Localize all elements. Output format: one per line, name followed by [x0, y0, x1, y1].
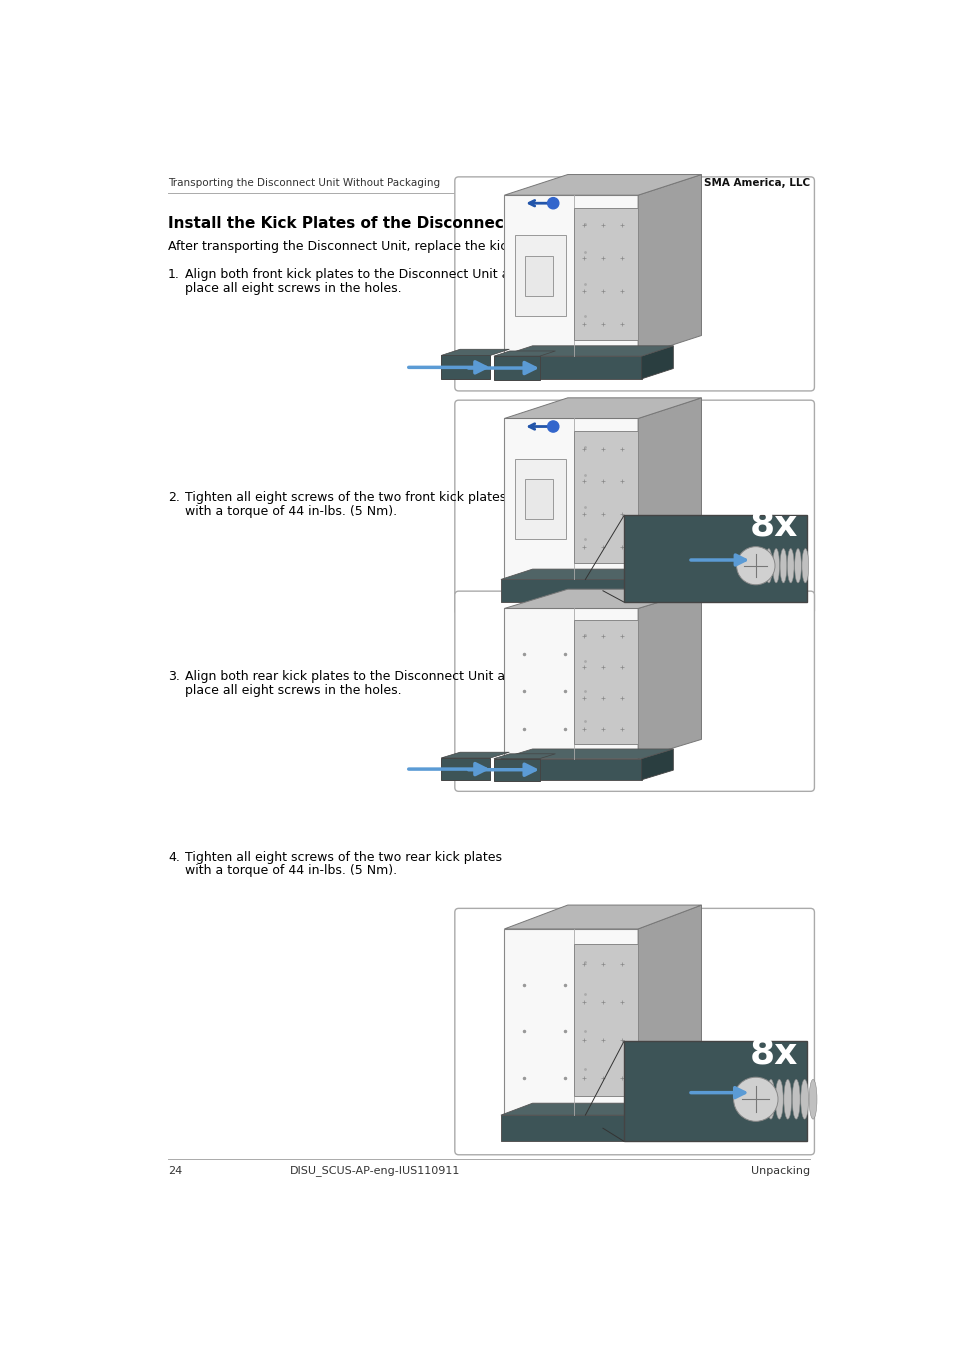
Bar [623, 1041, 806, 1141]
Text: 4.: 4. [168, 850, 180, 864]
Polygon shape [641, 749, 673, 780]
Bar [525, 256, 553, 296]
Text: 24: 24 [168, 1165, 182, 1176]
Bar [504, 929, 638, 1115]
Polygon shape [641, 346, 673, 379]
Bar [440, 758, 490, 780]
Ellipse shape [772, 549, 779, 583]
Ellipse shape [758, 549, 764, 583]
Ellipse shape [766, 1079, 774, 1119]
Circle shape [736, 546, 774, 585]
Polygon shape [440, 752, 509, 758]
Polygon shape [638, 589, 700, 758]
Circle shape [733, 1078, 778, 1121]
Ellipse shape [775, 1079, 782, 1119]
Polygon shape [638, 397, 700, 580]
Ellipse shape [808, 1079, 816, 1119]
Bar [504, 195, 638, 356]
Text: place all eight screws in the holes.: place all eight screws in the holes. [185, 684, 401, 698]
Bar [440, 356, 490, 380]
Polygon shape [504, 174, 700, 195]
Bar [525, 479, 553, 519]
Polygon shape [440, 349, 509, 356]
Polygon shape [500, 346, 673, 356]
Text: with a torque of 44 in-lbs. (5 Nm).: with a torque of 44 in-lbs. (5 Nm). [185, 864, 396, 877]
Polygon shape [641, 1103, 673, 1141]
Polygon shape [500, 569, 673, 580]
Text: 2.: 2. [168, 491, 180, 504]
Text: Align both front kick plates to the Disconnect Unit and: Align both front kick plates to the Disc… [185, 268, 525, 281]
Bar [500, 356, 641, 379]
Text: Align both rear kick plates to the Disconnect Unit and: Align both rear kick plates to the Disco… [185, 671, 520, 684]
Text: SMA America, LLC: SMA America, LLC [703, 178, 809, 188]
Bar [500, 580, 641, 602]
Bar [494, 758, 539, 781]
Text: 8x: 8x [749, 508, 798, 544]
Bar [504, 608, 638, 758]
Bar [623, 515, 806, 602]
Bar [574, 431, 638, 564]
Polygon shape [504, 904, 700, 929]
Text: place all eight screws in the holes.: place all eight screws in the holes. [185, 281, 401, 295]
FancyBboxPatch shape [455, 591, 814, 791]
Ellipse shape [786, 549, 793, 583]
Ellipse shape [792, 1079, 800, 1119]
FancyBboxPatch shape [455, 177, 814, 391]
Polygon shape [494, 352, 555, 356]
Polygon shape [500, 1103, 673, 1115]
Text: Tighten all eight screws of the two front kick plates: Tighten all eight screws of the two fron… [185, 491, 506, 504]
Bar [574, 621, 638, 744]
Bar [574, 208, 638, 341]
Bar [500, 1115, 641, 1141]
FancyBboxPatch shape [455, 909, 814, 1155]
Bar [494, 356, 539, 380]
Text: Unpacking: Unpacking [750, 1165, 809, 1176]
Ellipse shape [800, 1079, 808, 1119]
Text: Tighten all eight screws of the two rear kick plates: Tighten all eight screws of the two rear… [185, 850, 501, 864]
Polygon shape [641, 569, 673, 602]
Text: 3.: 3. [168, 671, 180, 684]
Text: Install the Kick Plates of the Disconnect Unit: Install the Kick Plates of the Disconnec… [168, 216, 552, 231]
Polygon shape [638, 174, 700, 356]
Ellipse shape [801, 549, 808, 583]
Text: Transporting the Disconnect Unit Without Packaging: Transporting the Disconnect Unit Without… [168, 178, 439, 188]
Text: with a torque of 44 in-lbs. (5 Nm).: with a torque of 44 in-lbs. (5 Nm). [185, 504, 396, 518]
Circle shape [547, 420, 558, 433]
Ellipse shape [794, 549, 801, 583]
Polygon shape [504, 397, 700, 419]
Ellipse shape [764, 549, 771, 583]
Bar [504, 419, 638, 580]
Bar [515, 458, 565, 539]
Polygon shape [504, 589, 700, 608]
Ellipse shape [758, 1079, 765, 1119]
Bar [574, 944, 638, 1096]
Bar [500, 758, 641, 780]
Polygon shape [500, 749, 673, 758]
Text: 8x: 8x [749, 1036, 798, 1071]
Polygon shape [494, 754, 555, 758]
Polygon shape [638, 904, 700, 1115]
Ellipse shape [783, 1079, 791, 1119]
Ellipse shape [780, 549, 786, 583]
Bar [515, 235, 565, 316]
Text: 1.: 1. [168, 268, 180, 281]
Circle shape [547, 197, 558, 208]
Text: DISU_SCUS-AP-eng-IUS110911: DISU_SCUS-AP-eng-IUS110911 [290, 1165, 459, 1176]
FancyBboxPatch shape [455, 400, 814, 614]
Text: After transporting the Disconnect Unit, replace the kick plates.: After transporting the Disconnect Unit, … [168, 241, 560, 253]
